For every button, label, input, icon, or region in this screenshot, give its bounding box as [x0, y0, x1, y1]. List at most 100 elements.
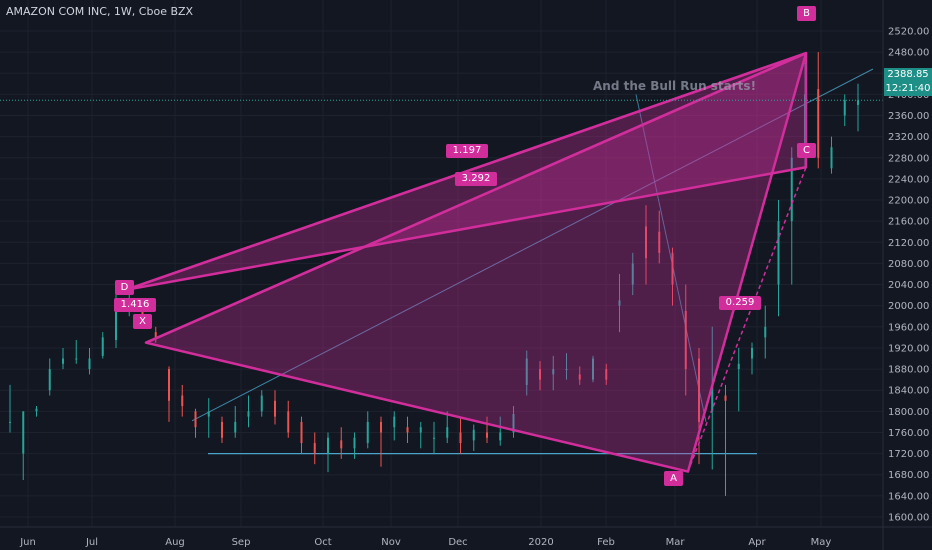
- time-tick-label: Jul: [85, 537, 98, 548]
- candle: [300, 416, 303, 454]
- candle: [578, 366, 581, 385]
- time-tick-label: Sep: [232, 537, 251, 548]
- price-tick-label: 2480.00: [888, 48, 929, 59]
- time-tick-label: Jun: [19, 537, 36, 548]
- price-tick-label: 2360.00: [888, 111, 929, 122]
- trend-line-steep[interactable]: [635, 94, 707, 423]
- candle: [207, 398, 210, 438]
- candle: [857, 83, 859, 132]
- price-tick-label: 2000.00: [888, 301, 929, 312]
- point-label-x[interactable]: X: [133, 314, 152, 329]
- candle: [618, 273, 621, 333]
- chart-title: AMAZON COM INC, 1W, Cboe BZX: [6, 5, 194, 18]
- pattern-leg-ac[interactable]: [687, 166, 807, 472]
- price-tick-label: 1640.00: [888, 491, 929, 502]
- candle: [287, 400, 290, 438]
- price-tick-label: 1840.00: [888, 386, 929, 397]
- time-tick-label: Aug: [165, 537, 185, 548]
- candle: [830, 136, 833, 174]
- candle: [605, 363, 608, 385]
- time-axis[interactable]: Jun Jul Aug Sep Oct Nov Dec 2020 Feb Mar Apr May: [19, 537, 831, 548]
- candle: [101, 332, 104, 359]
- pattern-leg-db[interactable]: [125, 51, 807, 292]
- price-tick-label: 2160.00: [888, 217, 929, 228]
- price-tick-label: 2200.00: [888, 196, 929, 207]
- candle: [658, 210, 661, 264]
- candle: [274, 390, 276, 425]
- candle: [764, 305, 767, 359]
- price-tick-label: 1760.00: [888, 428, 929, 439]
- candle: [711, 326, 714, 470]
- ratio-label[interactable]: 1.197: [446, 144, 488, 158]
- candle: [552, 355, 555, 391]
- time-tick-label: Oct: [314, 537, 331, 548]
- candle: [724, 384, 727, 496]
- price-tick-label: 1600.00: [888, 513, 929, 524]
- candle: [48, 358, 51, 396]
- candle: [565, 353, 568, 380]
- candle: [154, 326, 157, 343]
- candle: [221, 416, 223, 444]
- candle: [446, 411, 449, 444]
- candle: [631, 252, 634, 296]
- last-price-tag: 2388.85: [884, 68, 932, 82]
- ratio-label[interactable]: 3.292: [455, 172, 497, 186]
- candle: [35, 406, 38, 417]
- candle: [419, 421, 422, 449]
- trend-line[interactable]: [191, 68, 874, 422]
- point-label-c[interactable]: C: [797, 143, 816, 158]
- time-tick-label: Feb: [597, 537, 615, 548]
- price-tick-label: 2520.00: [888, 26, 929, 37]
- candle: [340, 427, 343, 459]
- candle: [247, 395, 250, 428]
- price-tick-label: 2280.00: [888, 153, 929, 164]
- price-axis[interactable]: 1600.00 1640.00 1680.00 1720.00 1760.00 1800.…: [888, 26, 929, 523]
- candle: [353, 432, 356, 459]
- point-label-a[interactable]: A: [664, 471, 683, 486]
- candle: [115, 284, 117, 348]
- candle: [843, 94, 846, 127]
- candle: [777, 200, 780, 317]
- pattern-leg-xb[interactable]: [145, 52, 807, 344]
- price-tick-label: 1960.00: [888, 322, 929, 333]
- candles: [9, 52, 859, 496]
- time-tick-label: Mar: [666, 537, 686, 548]
- harmonic-pattern[interactable]: [124, 51, 808, 473]
- price-tick-label: 2320.00: [888, 132, 929, 143]
- candle: [817, 52, 820, 169]
- candle: [88, 347, 91, 375]
- candle: [327, 432, 329, 473]
- ratio-label[interactable]: 0.259: [719, 296, 761, 310]
- candle: [525, 350, 528, 396]
- candle: [393, 411, 396, 441]
- annotation-text[interactable]: And the Bull Run starts!: [593, 79, 757, 93]
- candle: [433, 421, 435, 454]
- ratio-label[interactable]: 1.416: [114, 298, 156, 312]
- candle: [168, 366, 170, 422]
- candle: [737, 347, 740, 412]
- candle: [234, 406, 237, 438]
- time-tick-label: Nov: [381, 537, 401, 548]
- candle: [645, 205, 647, 285]
- candle: [181, 384, 184, 417]
- time-tick-label: Apr: [748, 537, 766, 548]
- candle: [499, 416, 502, 446]
- candle: [751, 342, 753, 375]
- point-label-d[interactable]: D: [115, 280, 134, 295]
- point-label-b[interactable]: B: [797, 6, 816, 21]
- candle: [472, 424, 475, 451]
- candle: [486, 416, 488, 444]
- candle: [313, 432, 316, 465]
- price-tick-label: 1800.00: [888, 407, 929, 418]
- price-tick-label: 2040.00: [888, 280, 929, 291]
- time-tick-label: 2020: [528, 537, 553, 548]
- price-tick-label: 1680.00: [888, 470, 929, 481]
- price-tick-label: 2120.00: [888, 238, 929, 249]
- price-tick-label: 1920.00: [888, 343, 929, 354]
- price-tick-label: 1720.00: [888, 449, 929, 460]
- candle: [62, 347, 64, 370]
- price-tick-label: 1880.00: [888, 365, 929, 376]
- time-tick-label: May: [811, 537, 832, 548]
- candle: [592, 355, 594, 383]
